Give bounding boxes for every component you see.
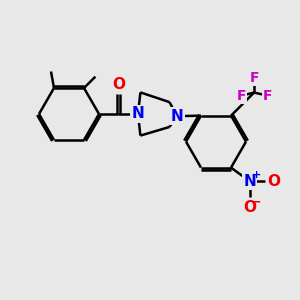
Text: F: F — [249, 71, 259, 85]
Text: F: F — [237, 88, 246, 103]
Text: N: N — [132, 106, 144, 122]
Text: +: + — [252, 169, 261, 179]
Text: O: O — [267, 174, 280, 189]
Text: N: N — [171, 109, 183, 124]
Text: O: O — [112, 77, 125, 92]
Text: F: F — [263, 88, 272, 103]
Text: O: O — [243, 200, 256, 215]
Text: −: − — [251, 196, 262, 208]
Text: N: N — [243, 174, 256, 189]
